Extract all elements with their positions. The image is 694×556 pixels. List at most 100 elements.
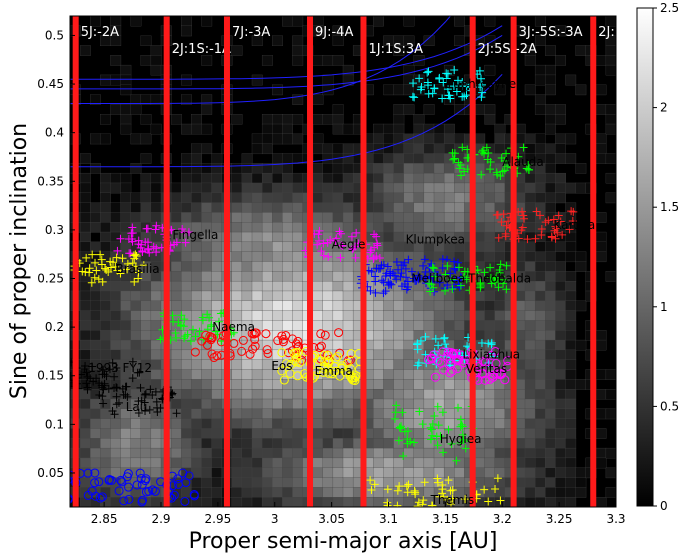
density-cell xyxy=(484,182,496,194)
family-point xyxy=(484,497,493,506)
family-point xyxy=(478,368,488,378)
family-point xyxy=(397,269,406,278)
family-label: Emma xyxy=(315,364,353,378)
density-cell xyxy=(79,241,91,253)
density-cell xyxy=(90,163,101,174)
family-point xyxy=(273,336,283,346)
density-cell xyxy=(474,477,486,488)
density-cell xyxy=(282,153,293,164)
family-point xyxy=(172,409,181,418)
density-cell xyxy=(565,290,577,302)
density-cell xyxy=(423,320,435,331)
density-cell xyxy=(413,153,425,164)
density-cell xyxy=(383,133,395,145)
density-cell xyxy=(120,202,132,213)
density-cell xyxy=(231,261,243,272)
family-point xyxy=(152,221,161,230)
family-point xyxy=(433,402,442,411)
family-point xyxy=(449,283,458,292)
family-point xyxy=(214,317,223,326)
family-point xyxy=(486,165,495,174)
family-point xyxy=(144,486,154,496)
density-cell xyxy=(555,133,566,145)
family-point xyxy=(442,351,452,361)
density-cell xyxy=(484,35,496,47)
density-cell xyxy=(322,74,334,86)
density-cell xyxy=(231,369,243,380)
density-cell xyxy=(181,447,192,459)
density-cell xyxy=(272,192,283,204)
density-cell xyxy=(241,280,253,292)
density-cell xyxy=(534,192,546,204)
density-cell xyxy=(79,212,91,223)
density-cell xyxy=(545,241,556,253)
density-cell xyxy=(494,84,506,96)
density-cell xyxy=(282,280,293,292)
density-cell xyxy=(443,182,455,194)
x-tick-label: 3.1 xyxy=(379,512,398,526)
family-point xyxy=(96,250,105,259)
family-point xyxy=(392,275,401,284)
family-point xyxy=(330,366,340,376)
density-cell xyxy=(383,398,395,410)
density-cell xyxy=(191,202,202,213)
density-cell xyxy=(565,271,577,282)
density-cell xyxy=(272,222,283,233)
density-cell xyxy=(211,379,223,390)
density-cell xyxy=(181,25,192,37)
density-cell xyxy=(373,339,384,351)
density-cell xyxy=(120,123,132,135)
density-cell xyxy=(595,330,607,341)
density-cell xyxy=(79,251,91,263)
density-cell xyxy=(312,271,324,282)
density-cell xyxy=(282,487,293,498)
density-cell xyxy=(181,349,192,361)
density-cell xyxy=(545,457,556,469)
family-point xyxy=(124,482,134,492)
density-cell xyxy=(90,330,101,341)
density-cell xyxy=(545,438,556,449)
density-cell xyxy=(211,300,223,312)
family-point xyxy=(261,329,271,339)
density-cell xyxy=(282,123,293,135)
density-cell xyxy=(110,339,122,351)
density-cell xyxy=(383,339,395,351)
density-cell xyxy=(201,241,213,253)
density-cell xyxy=(181,16,192,27)
family-point xyxy=(558,230,567,239)
density-cell xyxy=(545,192,556,204)
density-cell xyxy=(393,114,405,125)
family-point xyxy=(110,410,119,419)
density-cell xyxy=(443,222,455,233)
density-cell xyxy=(575,339,587,351)
density-cell xyxy=(100,349,111,361)
density-cell xyxy=(373,123,384,135)
density-cell xyxy=(443,251,455,263)
density-cell xyxy=(292,280,304,292)
density-cell xyxy=(120,84,132,96)
density-cell xyxy=(181,280,192,292)
density-cell xyxy=(292,182,304,194)
family-point xyxy=(207,349,217,359)
density-cell xyxy=(534,408,546,420)
density-cell xyxy=(201,398,213,410)
density-cell xyxy=(241,222,253,233)
density-cell xyxy=(332,428,344,439)
family-point xyxy=(281,359,291,369)
family-point xyxy=(245,349,255,359)
density-cell xyxy=(555,55,566,66)
family-point xyxy=(122,382,131,391)
density-cell xyxy=(191,398,202,410)
density-cell xyxy=(100,241,111,253)
density-cell xyxy=(261,261,273,272)
density-cell xyxy=(150,182,162,194)
family-label: Eos xyxy=(271,359,292,373)
family-point xyxy=(320,330,330,340)
density-cell xyxy=(332,114,344,125)
density-cell xyxy=(170,182,182,194)
family-point xyxy=(144,244,153,253)
density-cell xyxy=(312,55,324,66)
density-cell xyxy=(79,457,91,469)
density-cell xyxy=(282,261,293,272)
